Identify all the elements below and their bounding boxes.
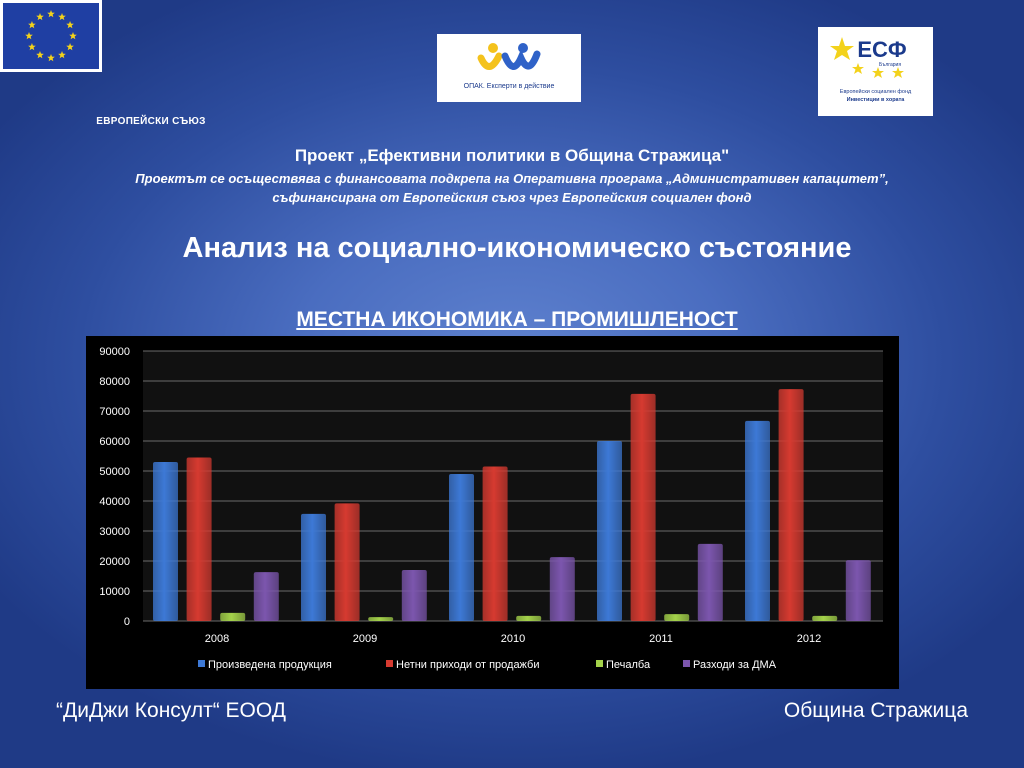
bar-2010-series-4 [549, 557, 575, 621]
y-tick-label: 20000 [99, 556, 130, 568]
bar-2012-series-2 [778, 389, 804, 621]
bar-2011-series-3 [664, 614, 690, 621]
opak-figures-icon [477, 43, 541, 70]
esf-caption-1: Европейски социален фонд [839, 89, 912, 95]
legend-label: Нетни приходи от продажби [396, 659, 539, 671]
eu-flag-logo [0, 0, 102, 72]
x-tick-label: 2010 [501, 633, 525, 645]
bar-chart: 0 10000 20000 30000 40000 50000 60000 70000 8000… [99, 346, 883, 671]
bar-2009-series-1 [301, 513, 326, 621]
legend-swatch [596, 660, 603, 667]
project-title: Проект „Ефективни политики в Община Стра… [294, 146, 730, 165]
y-tick-label: 50000 [99, 466, 130, 478]
footer-company: “ДиДжи Консулт“ ЕООД [56, 699, 286, 722]
analysis-title: Анализ на социално-икономическо състояни… [182, 232, 852, 264]
esf-stars-icon: ЕСФ България [830, 37, 907, 78]
bar-2010-series-3 [516, 615, 542, 621]
bar-2010-series-1 [449, 474, 474, 621]
opak-logo: ОПАК. Експерти в действие [437, 34, 581, 102]
bar-2009-series-3 [368, 617, 394, 621]
project-subtitle-1: Проектът се осъществява с финансовата по… [135, 171, 889, 186]
y-tick-label: 70000 [99, 406, 130, 418]
esf-country: България [879, 62, 901, 68]
eu-stars-icon [25, 10, 77, 62]
legend-label: Произведена продукция [208, 659, 332, 671]
x-tick-label: 2011 [649, 633, 673, 645]
legend-swatch [198, 660, 205, 667]
bar-2008-series-4 [253, 572, 279, 621]
chart-panel: 0 10000 20000 30000 40000 50000 60000 70000 8000… [86, 336, 899, 689]
bar-2008-series-2 [186, 457, 212, 621]
y-tick-label: 10000 [99, 586, 130, 598]
bar-2008-series-3 [220, 612, 246, 621]
bar-2012-series-3 [812, 615, 838, 621]
y-tick-label: 30000 [99, 526, 130, 538]
bar-2009-series-4 [401, 570, 427, 621]
legend-swatch [683, 660, 690, 667]
x-tick-label: 2008 [205, 633, 229, 645]
y-tick-label: 60000 [99, 436, 130, 448]
project-subtitle-2: съфинансирана от Европейския съюз чрез Е… [272, 190, 752, 205]
bar-2011-series-1 [597, 441, 622, 621]
y-tick-label: 90000 [99, 346, 130, 358]
eu-label: ЕВРОПЕЙСКИ СЪЮЗ [96, 116, 206, 127]
bar-2008-series-1 [153, 462, 178, 621]
bar-2012-series-1 [745, 420, 770, 621]
bar-2009-series-2 [334, 503, 360, 621]
section-title: МЕСТНА ИКОНОМИКА – ПРОМИШЛЕНОСТ [296, 308, 738, 331]
footer-municipality: Община Стражица [783, 699, 968, 722]
esf-caption-2: Инвестиции в хората [846, 97, 905, 103]
bar-2010-series-2 [482, 466, 508, 621]
legend-label: Печалба [606, 659, 651, 671]
x-tick-label: 2009 [353, 633, 377, 645]
y-tick-label: 0 [124, 616, 130, 628]
x-tick-label: 2012 [797, 633, 821, 645]
bar-2011-series-4 [697, 543, 723, 621]
y-tick-label: 80000 [99, 376, 130, 388]
legend-swatch [386, 660, 393, 667]
esf-logo: ЕСФ България Европейски социален фонд Ин… [818, 27, 933, 116]
esf-mark: ЕСФ [857, 37, 907, 62]
opak-caption: ОПАК. Експерти в действие [463, 83, 555, 90]
legend-label: Разходи за ДМА [693, 659, 777, 671]
bar-2012-series-4 [845, 560, 871, 621]
bar-2011-series-2 [630, 393, 656, 621]
y-tick-label: 40000 [99, 496, 130, 508]
